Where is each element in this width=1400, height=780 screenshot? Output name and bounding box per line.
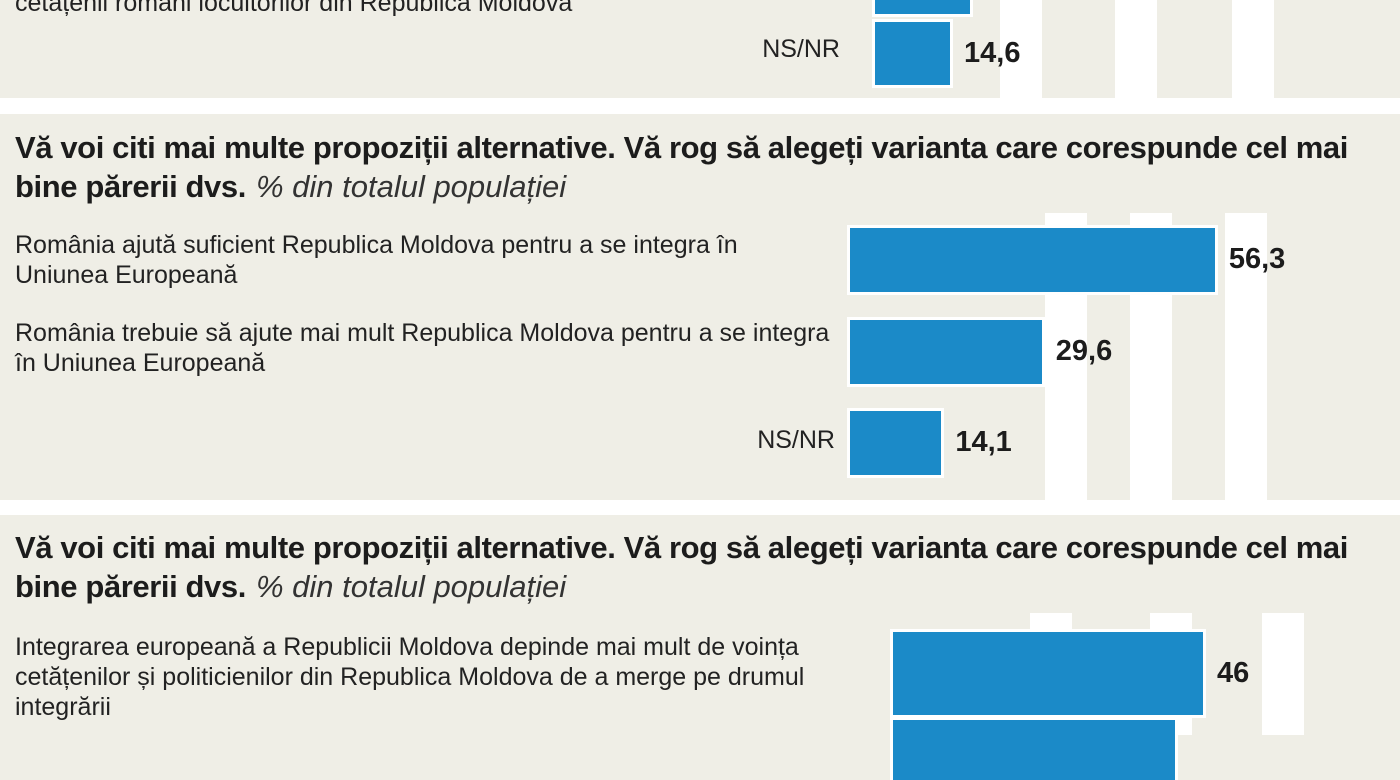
value-label: 46 (1217, 656, 1250, 689)
category-label: Integrarea europeană a Republicii Moldov… (15, 633, 805, 721)
value-label: 14,6 (964, 36, 1021, 69)
bar (890, 717, 1178, 780)
bar (871, 0, 974, 17)
bar (871, 19, 954, 88)
chart-title: Vă voi citi mai multe propoziții alterna… (15, 528, 1400, 606)
chart-title: Vă voi citi mai multe propoziții alterna… (15, 128, 1400, 206)
subtitle: % din totalul populației (255, 169, 567, 204)
title-text: Vă voi citi mai multe propoziții alterna… (15, 130, 1348, 204)
bar (889, 629, 1207, 718)
subtitle: % din totalul populației (255, 569, 567, 604)
bar (847, 317, 1045, 387)
category-label: NS/NR (757, 426, 835, 454)
value-label: 14,1 (955, 426, 1012, 458)
title-text: Vă voi citi mai multe propoziții alterna… (15, 530, 1348, 604)
background-stripe (1262, 613, 1304, 735)
background-stripe (1225, 213, 1267, 500)
value-label: 56,3 (1228, 243, 1286, 275)
bar (847, 225, 1218, 295)
category-label: cetățenii români locuitorilor din Republ… (15, 0, 573, 17)
category-label: România trebuie să ajute mai mult Republ… (15, 319, 830, 377)
separator (0, 98, 1400, 114)
bar (846, 408, 945, 478)
category-label: România ajută suficient Republica Moldov… (15, 231, 738, 289)
category-label: NS/NR (762, 35, 840, 63)
separator (0, 500, 1400, 515)
value-label: 29,6 (1055, 335, 1113, 367)
background-stripe (1115, 0, 1157, 98)
background-stripe (1232, 0, 1274, 98)
background-stripe (1000, 0, 1042, 98)
